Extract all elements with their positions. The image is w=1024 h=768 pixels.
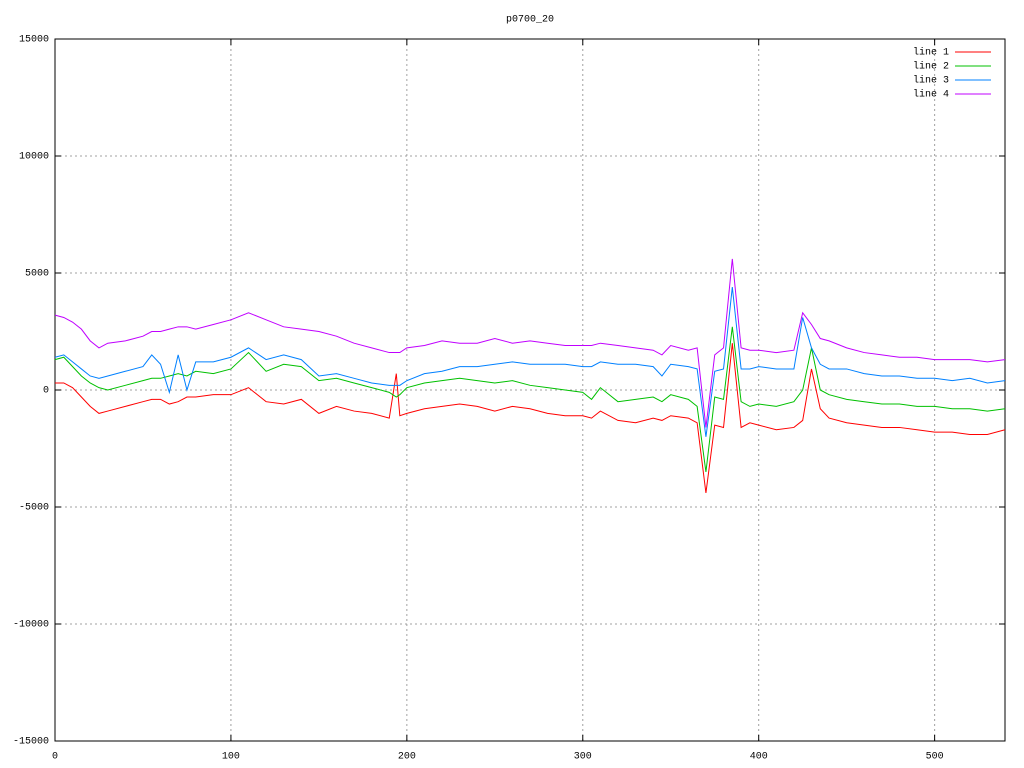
chart-title: p0700_20: [506, 15, 554, 26]
y-tick-label: -15000: [13, 737, 49, 748]
y-tick-label: 15000: [19, 35, 49, 46]
x-tick-label: 200: [398, 752, 416, 763]
y-tick-label: 0: [43, 386, 49, 397]
legend-label: line 3: [913, 75, 949, 87]
x-tick-label: 0: [52, 752, 58, 763]
y-tick-label: -5000: [19, 503, 49, 514]
y-tick-label: 10000: [19, 152, 49, 163]
data-line: [54, 286, 1006, 437]
data-line: [55, 343, 1006, 494]
legend-label: line 1: [913, 47, 949, 59]
x-tick-label: 300: [574, 752, 592, 763]
x-tick-label: 500: [926, 752, 944, 763]
x-tick-label: 100: [222, 752, 240, 763]
legend-label: line 4: [913, 89, 949, 101]
data-line: [54, 326, 1006, 472]
plot-border: [54, 38, 1006, 742]
data-line: [54, 258, 1006, 428]
y-tick-label: 5000: [25, 269, 49, 280]
legend-label: line 2: [913, 61, 949, 73]
y-tick-label: -10000: [13, 620, 49, 631]
x-tick-label: 400: [750, 752, 768, 763]
